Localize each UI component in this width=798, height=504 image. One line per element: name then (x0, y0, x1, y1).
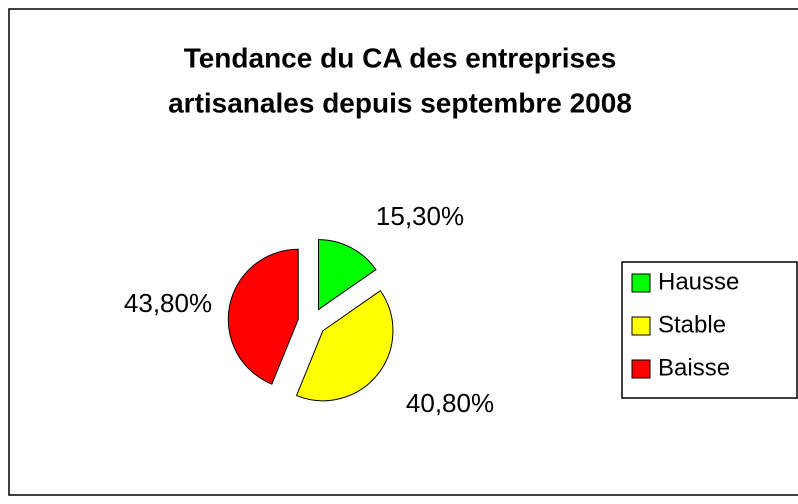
pie-slice (317, 239, 377, 311)
chart-title: artisanales depuis septembre 2008 (168, 87, 632, 118)
legend-swatch (631, 273, 651, 293)
legend-swatch (631, 316, 651, 336)
chart-title: Tendance du CA des entreprises (184, 42, 617, 73)
pie-slice (295, 290, 394, 402)
legend-box (621, 261, 798, 399)
legend-label: Baisse (658, 354, 730, 381)
legend-swatch (631, 359, 651, 379)
legend-label: Hausse (658, 268, 739, 295)
chart-frame (8, 8, 798, 496)
pie-slice (227, 248, 299, 385)
data-label: 15,30% (376, 201, 464, 231)
data-label: 40,80% (406, 388, 494, 418)
legend-label: Stable (658, 311, 726, 338)
data-label: 43,80% (124, 288, 212, 318)
